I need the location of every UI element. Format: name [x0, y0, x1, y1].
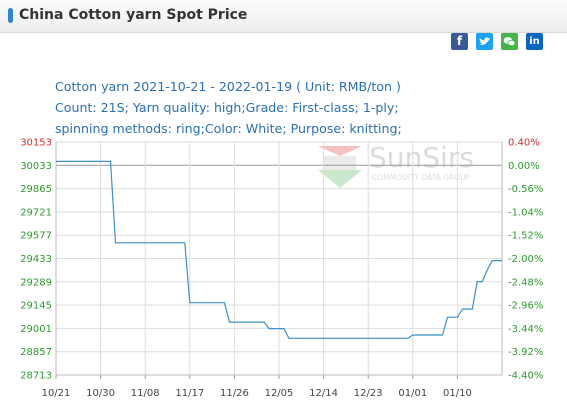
right-tick-label: -1.52%: [508, 231, 543, 242]
twitter-icon[interactable]: [476, 33, 493, 50]
series-layer: [56, 160, 502, 339]
left-tick-label: 30033: [20, 161, 52, 172]
left-tick-label: 29433: [20, 254, 52, 265]
header-accent-bar: [8, 8, 13, 23]
price-series-line: [56, 160, 502, 339]
watermark-tagline: COMMODITY DATA GROUP: [372, 173, 471, 182]
facebook-icon[interactable]: f: [451, 33, 468, 50]
left-tick-label: 29001: [20, 324, 52, 335]
left-tick-label: 28713: [20, 371, 52, 382]
x-tick-label: 10/30: [86, 388, 115, 399]
x-tick-label: 12/05: [265, 388, 294, 399]
page-header: China Cotton yarn Spot Price: [0, 0, 567, 33]
x-tick-label: 11/26: [220, 388, 249, 399]
left-tick-label: 29721: [20, 207, 52, 218]
x-tick-label: 01/10: [443, 388, 472, 399]
chart-info-line-2: Count: 21S; Yarn quality: high;Grade: Fi…: [55, 100, 399, 115]
chart-info-line-3: spinning methods: ring;Color: White; Pur…: [55, 121, 402, 136]
x-tick-label: 11/08: [131, 388, 160, 399]
page-title: China Cotton yarn Spot Price: [19, 7, 248, 23]
sunsirs-watermark: SunSirs COMMODITY DATA GROUP: [318, 141, 474, 188]
x-axis: 10/21 10/30 11/08 11/17 11/26 12/05 12/14 12/23…: [42, 374, 502, 399]
watermark-logo-top: [318, 146, 362, 156]
right-tick-label: -4.40%: [508, 371, 543, 382]
watermark-logo-mid: [324, 156, 356, 170]
left-axis: 30153 30033 29865 29721 29577 29433 29289 29145…: [20, 138, 57, 382]
linkedin-icon[interactable]: in: [526, 33, 543, 50]
left-tick-label: 29577: [20, 231, 52, 242]
x-tick-label: 10/21: [42, 388, 71, 399]
x-tick-label: 12/14: [309, 388, 338, 399]
left-tick-label: 29865: [20, 184, 52, 195]
wechat-icon[interactable]: [501, 33, 518, 50]
right-tick-label: -0.56%: [508, 184, 543, 195]
right-tick-label: 0.00%: [508, 161, 540, 172]
price-chart: SunSirs COMMODITY DATA GROUP 30153 30033 2…: [20, 138, 543, 400]
left-tick-label: 29289: [20, 277, 52, 288]
left-tick-label: 28857: [20, 347, 52, 358]
right-tick-label: -2.48%: [508, 277, 543, 288]
x-tick-label: 01/01: [398, 388, 427, 399]
right-tick-label: -2.96%: [508, 301, 543, 312]
right-axis: 0.40% 0.00% -0.56% -1.04% -1.52% -2.00% -2.48%…: [501, 138, 543, 382]
right-tick-label: -1.04%: [508, 207, 543, 218]
x-tick-label: 11/17: [175, 388, 204, 399]
right-tick-label: -3.44%: [508, 324, 543, 335]
right-tick-label: -3.92%: [508, 347, 543, 358]
watermark-logo-bottom: [318, 170, 362, 188]
left-tick-label: 30153: [20, 138, 52, 149]
right-tick-label: 0.40%: [508, 138, 540, 149]
watermark-name: SunSirs: [369, 141, 474, 174]
right-tick-label: -2.00%: [508, 254, 543, 265]
left-tick-label: 29145: [20, 301, 52, 312]
chart-info-line-1: Cotton yarn 2021-10-21 - 2022-01-19 ( Un…: [55, 79, 401, 94]
x-tick-label: 12/23: [354, 388, 383, 399]
